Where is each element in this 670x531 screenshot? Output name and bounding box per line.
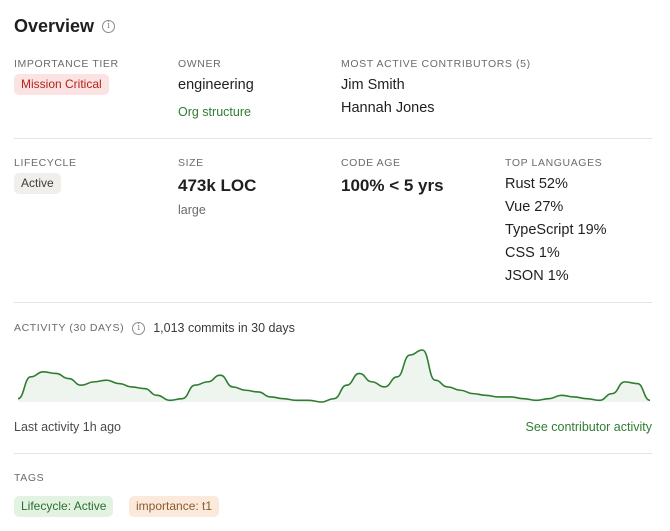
info-icon[interactable]: i (102, 20, 116, 33)
divider (14, 138, 652, 139)
contributor-activity-link[interactable]: See contributor activity (525, 420, 652, 434)
language-item: Vue 27% (505, 199, 564, 215)
code-age-label: CODE AGE (341, 157, 401, 169)
contributors-label: MOST ACTIVE CONTRIBUTORS (5) (341, 58, 531, 70)
tags-label: TAGS (14, 472, 45, 484)
language-item: Rust 52% (505, 176, 568, 192)
divider (14, 453, 652, 454)
size-label: SIZE (178, 157, 204, 169)
sparkline-area (18, 350, 650, 402)
importance-tier-badge: Mission Critical (14, 74, 109, 95)
activity-sparkline (17, 349, 651, 403)
sparkline-line (17, 349, 651, 403)
contributor-name[interactable]: Hannah Jones (341, 100, 435, 116)
language-item: CSS 1% (505, 245, 560, 261)
overview-header: Overview i (14, 16, 116, 37)
contributor-name[interactable]: Jim Smith (341, 77, 405, 93)
tag-badge[interactable]: importance: t1 (129, 496, 220, 517)
divider (14, 302, 652, 303)
owner-value: engineering (178, 77, 254, 93)
tag-badge[interactable]: Lifecycle: Active (14, 496, 114, 517)
importance-tier-label: IMPORTANCE TIER (14, 58, 119, 70)
commit-count: 1,013 commits in 30 days (153, 321, 295, 335)
size-value: 473k LOC (178, 176, 257, 195)
page-title: Overview (14, 16, 95, 36)
language-item: JSON 1% (505, 268, 569, 284)
code-age-value: 100% < 5 yrs (341, 176, 444, 195)
activity-label: ACTIVITY (30 DAYS) (14, 322, 125, 334)
lifecycle-label: LIFECYCLE (14, 157, 77, 169)
info-icon[interactable]: i (132, 321, 146, 335)
owner-label: OWNER (178, 58, 222, 70)
lifecycle-badge: Active (14, 173, 61, 194)
last-activity: Last activity 1h ago (14, 420, 122, 434)
activity-header: ACTIVITY (30 DAYS) i 1,013 commits in 30… (14, 321, 295, 335)
top-languages-label: TOP LANGUAGES (505, 157, 603, 169)
org-structure-link[interactable]: Org structure (178, 105, 251, 119)
size-note: large (178, 203, 206, 217)
language-item: TypeScript 19% (505, 222, 607, 238)
